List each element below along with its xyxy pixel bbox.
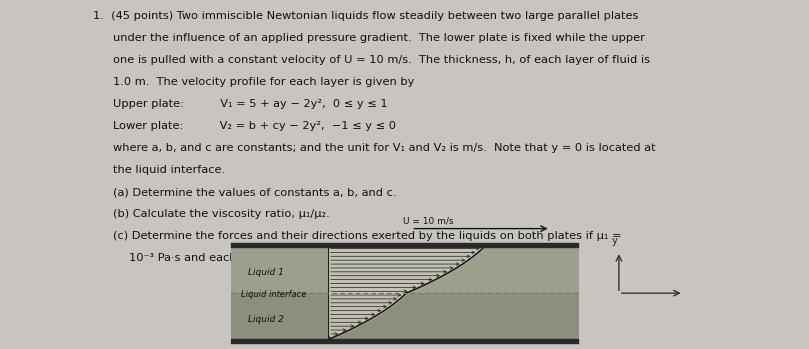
Text: Liquid 2: Liquid 2 [248, 315, 284, 324]
Text: (a) Determine the values of constants a, b, and c.: (a) Determine the values of constants a,… [113, 187, 396, 197]
Text: U = 10 m/s: U = 10 m/s [404, 216, 454, 225]
Text: Upper plate:          V₁ = 5 + ay − 2y²,  0 ≤ y ≤ 1: Upper plate: V₁ = 5 + ay − 2y², 0 ≤ y ≤ … [113, 99, 388, 109]
Text: where a, b, and c are constants; and the unit for V₁ and V₂ is m/s.  Note that y: where a, b, and c are constants; and the… [113, 143, 656, 153]
Text: Liquid interface: Liquid interface [241, 290, 307, 299]
Text: 10⁻³ Pa·s and each plate has a surface area of 10 m².: 10⁻³ Pa·s and each plate has a surface a… [129, 253, 434, 263]
Text: one is pulled with a constant velocity of U = 10 m/s.  The thickness, h, of each: one is pulled with a constant velocity o… [113, 55, 650, 65]
Text: the liquid interface.: the liquid interface. [113, 165, 226, 175]
Text: Lower plate:          V₂ = b + cy − 2y²,  −1 ≤ y ≤ 0: Lower plate: V₂ = b + cy − 2y², −1 ≤ y ≤… [113, 121, 396, 131]
Text: y: y [612, 236, 618, 246]
Text: Liquid 1: Liquid 1 [248, 268, 284, 277]
Text: 1.0 m.  The velocity profile for each layer is given by: 1.0 m. The velocity profile for each lay… [113, 77, 415, 87]
Text: (b) Calculate the viscosity ratio, μ₁/μ₂.: (b) Calculate the viscosity ratio, μ₁/μ₂… [113, 209, 330, 219]
Text: 1.  (45 points) Two immiscible Newtonian liquids flow steadily between two large: 1. (45 points) Two immiscible Newtonian … [93, 11, 638, 21]
Text: (c) Determine the forces and their directions exerted by the liquids on both pla: (c) Determine the forces and their direc… [113, 231, 622, 241]
Text: under the influence of an applied pressure gradient.  The lower plate is fixed w: under the influence of an applied pressu… [113, 33, 645, 43]
